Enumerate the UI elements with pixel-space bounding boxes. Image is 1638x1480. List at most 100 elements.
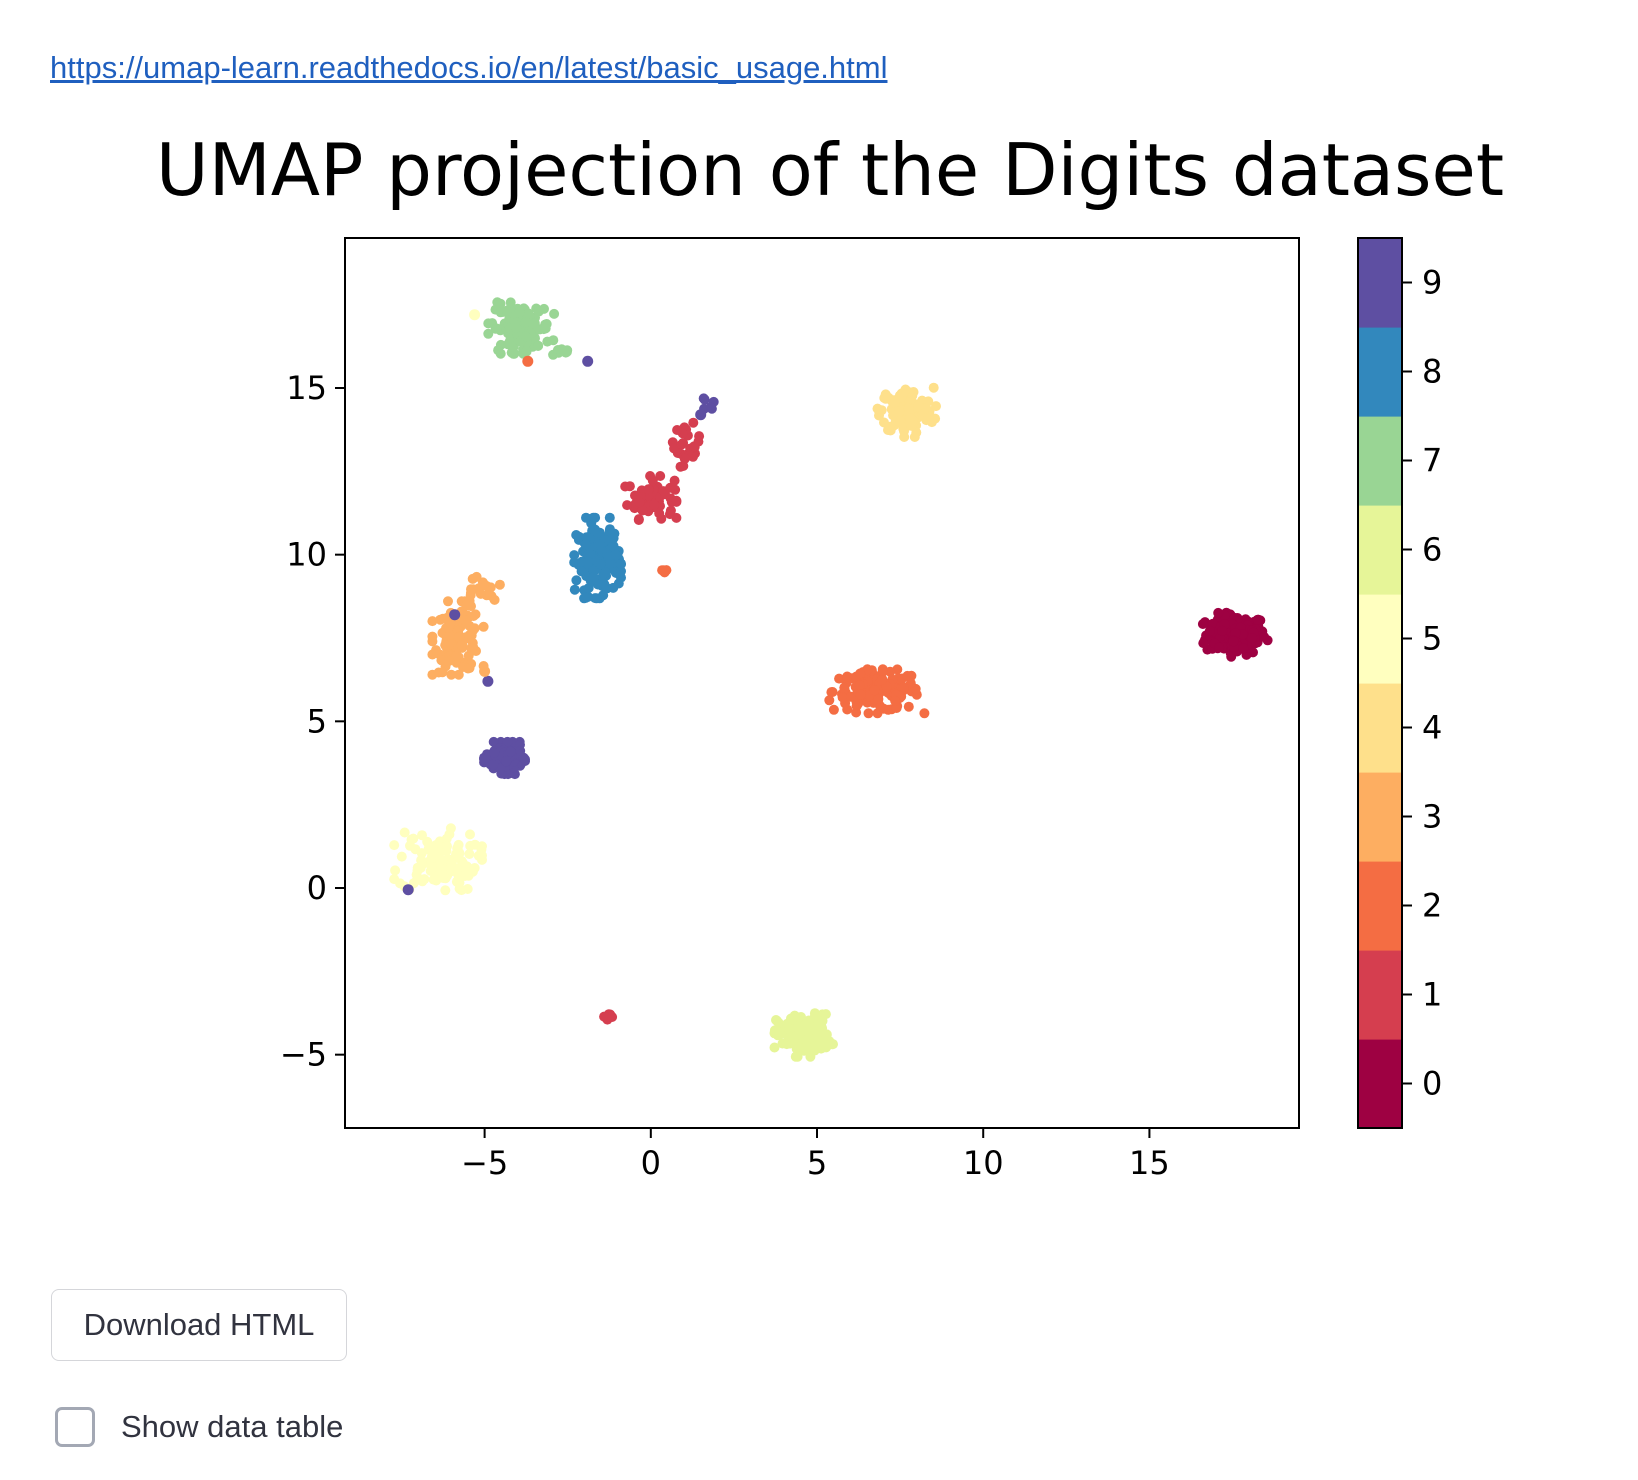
scatter-point xyxy=(671,495,682,506)
scatter-point xyxy=(769,1042,780,1053)
scatter-point xyxy=(451,863,462,874)
scatter-point xyxy=(595,559,606,570)
scatter-point xyxy=(824,695,835,706)
scatter-point xyxy=(834,673,845,684)
scatter-point xyxy=(928,382,939,393)
scatter-point xyxy=(903,701,914,712)
scatter-point xyxy=(399,827,410,838)
scatter-point xyxy=(1252,614,1263,625)
scatter-point xyxy=(494,579,505,590)
scatter-point xyxy=(890,695,901,706)
scatter-point xyxy=(607,1012,618,1022)
y-tick-label: 0 xyxy=(307,869,327,907)
docs-link[interactable]: https://umap-learn.readthedocs.io/en/lat… xyxy=(50,50,888,85)
x-tick-label: 5 xyxy=(807,1144,827,1182)
scatter-point xyxy=(818,1036,828,1047)
colorbar: 0 1 2 3 4 5 6 7 8 9 xyxy=(1357,237,1442,1129)
y-tick-label: −5 xyxy=(280,1036,327,1074)
colorbar-tick-label: 8 xyxy=(1422,353,1442,391)
scatter-point xyxy=(520,331,531,342)
scatter-point xyxy=(773,1017,784,1028)
scatter-point xyxy=(889,397,900,408)
scatter-point xyxy=(471,571,482,582)
scatter-point xyxy=(518,752,529,763)
show-data-table-checkbox[interactable] xyxy=(55,1407,95,1447)
colorbar-tick-label: 9 xyxy=(1422,264,1442,302)
scatter-point xyxy=(444,655,455,666)
scatter-point xyxy=(903,403,914,414)
scatter-point xyxy=(463,663,473,674)
scatter-point xyxy=(488,759,499,770)
scatter-point xyxy=(877,666,888,677)
scatter-point xyxy=(454,632,465,643)
colorbar-tick-label: 3 xyxy=(1422,798,1442,836)
scatter-point xyxy=(542,336,553,347)
scatter-point xyxy=(491,323,502,334)
show-data-table-toggle[interactable]: Show data table xyxy=(55,1405,343,1449)
scatter-point xyxy=(549,308,560,319)
scatter-point xyxy=(523,308,534,319)
scatter-point xyxy=(872,403,883,414)
scatter-point xyxy=(846,691,856,702)
colorbar-tick-label: 5 xyxy=(1422,620,1442,658)
scatter-point xyxy=(475,588,486,599)
scatter-point xyxy=(919,708,930,719)
colorbar-tick-label: 1 xyxy=(1422,976,1442,1014)
scatter-point xyxy=(468,611,479,621)
scatter-point xyxy=(1247,633,1258,644)
scatter-point xyxy=(694,431,705,442)
scatter-point xyxy=(478,621,489,632)
scatter-point xyxy=(533,340,544,351)
x-axis: −5 0 5 10 15 xyxy=(461,1128,1170,1182)
umap-scatter-chart: UMAP projection of the Digits dataset −5… xyxy=(156,128,1504,1182)
scatter-point xyxy=(511,323,522,333)
scatter-point xyxy=(820,1009,831,1020)
scatter-point xyxy=(469,623,480,634)
scatter-point xyxy=(465,829,475,840)
scatter-point xyxy=(489,594,500,605)
scatter-point xyxy=(446,669,457,680)
show-data-table-label: Show data table xyxy=(121,1409,344,1444)
scatter-point xyxy=(899,432,910,442)
scatter-point xyxy=(437,667,448,678)
scatter-point xyxy=(427,616,438,627)
x-tick-label: 15 xyxy=(1129,1144,1170,1182)
scatter-point xyxy=(454,883,465,894)
scatter-point xyxy=(451,650,462,661)
scatter-point xyxy=(689,441,699,452)
scatter-point xyxy=(1198,638,1209,649)
scatter-point xyxy=(616,559,626,570)
scatter-point xyxy=(495,348,506,359)
scatter-point xyxy=(583,583,594,593)
scatter-point xyxy=(894,415,905,426)
scatter-point xyxy=(501,756,512,767)
scatter-point xyxy=(1213,607,1224,618)
scatter-point xyxy=(460,615,471,626)
scatter-point xyxy=(592,527,603,538)
scatter-point xyxy=(501,305,512,316)
scatter-point xyxy=(416,848,427,859)
scatter-point xyxy=(449,609,461,621)
colorbar-segment xyxy=(1358,683,1402,773)
scatter-point xyxy=(813,1019,823,1030)
scatter-point xyxy=(520,317,531,328)
scatter-point xyxy=(581,512,591,523)
scatter-point xyxy=(576,566,587,577)
scatter-point xyxy=(851,701,862,712)
scatter-point xyxy=(571,575,582,586)
scatter-point xyxy=(467,866,478,877)
scatter-point xyxy=(647,475,658,486)
colorbar-frame xyxy=(1357,237,1403,1129)
scatter-point xyxy=(873,694,884,704)
scatter-point xyxy=(902,670,913,681)
scatter-point xyxy=(672,425,683,435)
scatter-point xyxy=(600,567,611,578)
colorbar-segment xyxy=(1358,950,1402,1040)
scatter-point xyxy=(521,346,532,357)
scatter-point xyxy=(440,885,451,896)
scatter-point xyxy=(427,850,438,861)
scatter-point xyxy=(464,849,475,859)
plot-frame xyxy=(344,237,1300,1129)
scatter-point xyxy=(479,579,489,590)
download-html-button[interactable]: Download HTML xyxy=(51,1289,347,1361)
